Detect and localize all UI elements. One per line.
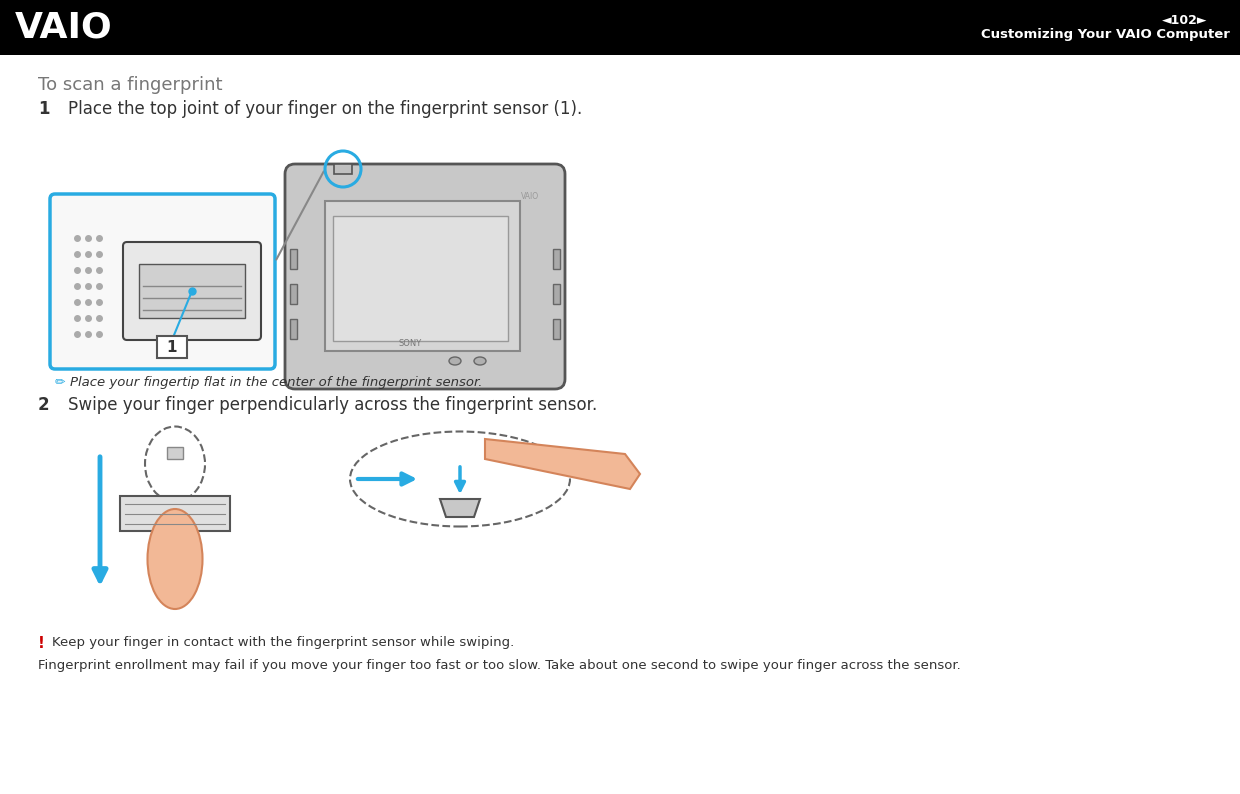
Text: Swipe your finger perpendicularly across the fingerprint sensor.: Swipe your finger perpendicularly across…: [68, 396, 598, 414]
Text: VAIO: VAIO: [521, 192, 539, 201]
Text: Place the top joint of your finger on the fingerprint sensor (1).: Place the top joint of your finger on th…: [68, 100, 583, 118]
Bar: [290, 319, 298, 339]
Ellipse shape: [148, 509, 202, 609]
Text: 1: 1: [38, 100, 50, 118]
Text: ✏: ✏: [55, 376, 66, 389]
Ellipse shape: [449, 357, 461, 365]
Bar: [553, 319, 560, 339]
Bar: [0, 0, 1240, 55]
Bar: [334, 164, 352, 174]
FancyBboxPatch shape: [50, 194, 275, 369]
Polygon shape: [485, 439, 640, 489]
Text: SONY: SONY: [398, 339, 422, 348]
Text: Fingerprint enrollment may fail if you move your finger too fast or too slow. Ta: Fingerprint enrollment may fail if you m…: [38, 659, 961, 672]
Text: Keep your finger in contact with the fingerprint sensor while swiping.: Keep your finger in contact with the fin…: [52, 636, 515, 649]
Text: Customizing Your VAIO Computer: Customizing Your VAIO Computer: [981, 28, 1230, 41]
Text: Place your fingertip flat in the center of the fingerprint sensor.: Place your fingertip flat in the center …: [69, 376, 482, 389]
Text: To scan a fingerprint: To scan a fingerprint: [38, 76, 222, 94]
Bar: [290, 249, 298, 269]
FancyBboxPatch shape: [285, 164, 565, 389]
Bar: [157, 336, 187, 358]
Bar: [139, 264, 246, 318]
Bar: [334, 216, 508, 341]
Text: 1: 1: [166, 340, 177, 354]
Bar: [325, 201, 520, 351]
Bar: [167, 447, 184, 459]
Bar: [553, 284, 560, 304]
Text: !: !: [38, 636, 45, 651]
Ellipse shape: [474, 357, 486, 365]
Bar: [120, 496, 229, 531]
Text: 2: 2: [38, 396, 50, 414]
Text: VAIO: VAIO: [15, 10, 113, 44]
FancyBboxPatch shape: [123, 242, 260, 340]
Bar: [553, 249, 560, 269]
Polygon shape: [440, 499, 480, 517]
Bar: [290, 284, 298, 304]
Text: ◄102►: ◄102►: [1162, 14, 1208, 27]
